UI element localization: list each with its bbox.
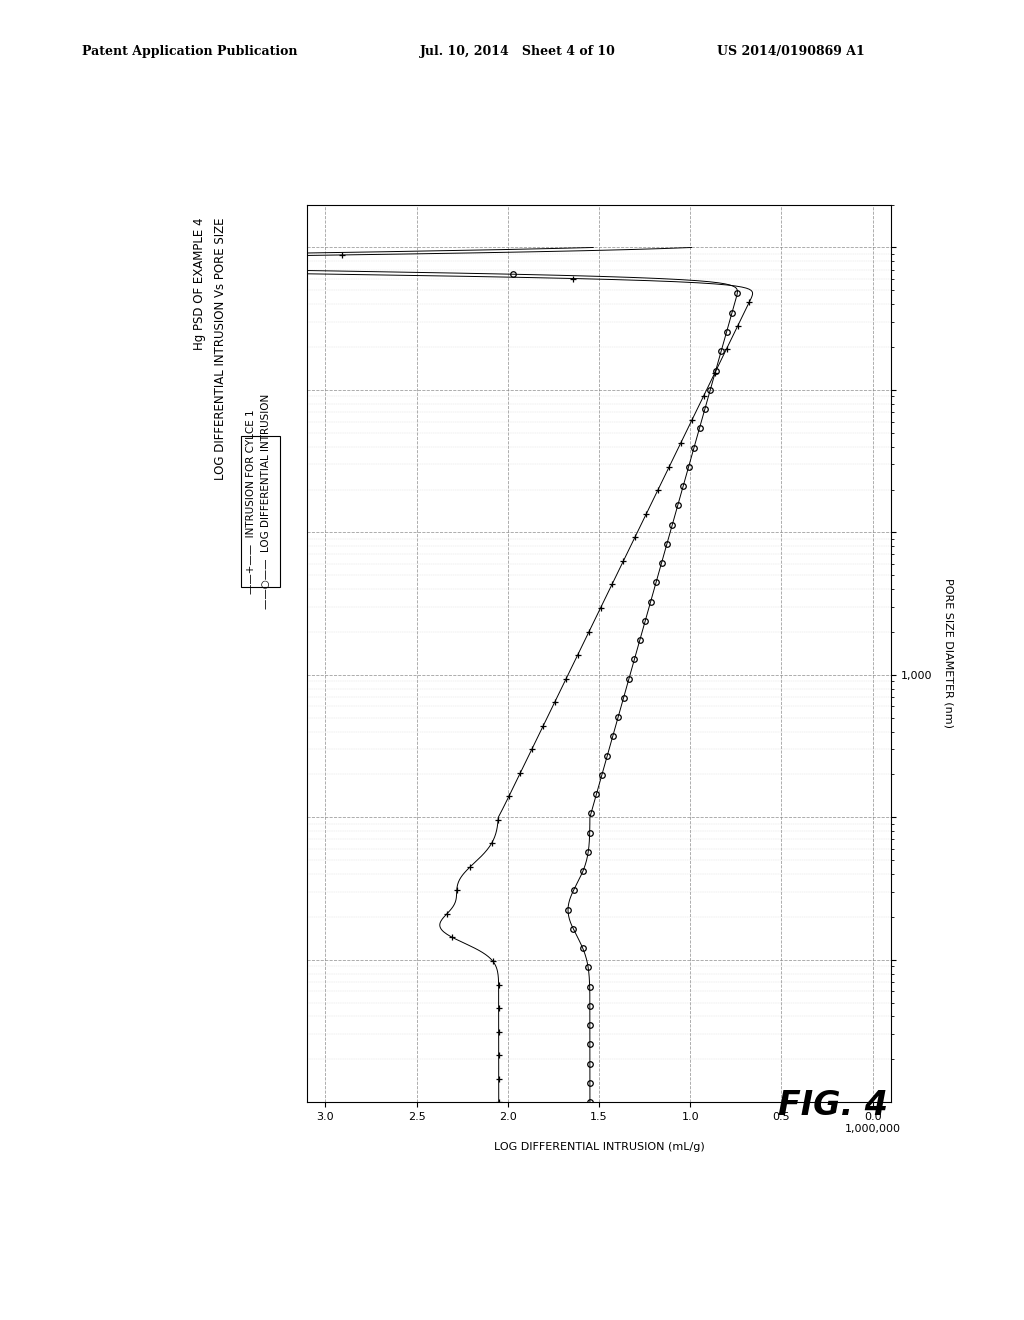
X-axis label: LOG DIFFERENTIAL INTRUSION (mL/g): LOG DIFFERENTIAL INTRUSION (mL/g) xyxy=(494,1142,705,1152)
Text: LOG DIFFERENTIAL INTRUSION Vs PORE SIZE: LOG DIFFERENTIAL INTRUSION Vs PORE SIZE xyxy=(214,218,226,480)
Text: Jul. 10, 2014   Sheet 4 of 10: Jul. 10, 2014 Sheet 4 of 10 xyxy=(420,45,615,58)
Text: Hg PSD OF EXAMPLE 4: Hg PSD OF EXAMPLE 4 xyxy=(194,218,206,350)
Y-axis label: PORE SIZE DIAMETER (nm): PORE SIZE DIAMETER (nm) xyxy=(943,578,953,729)
Text: Patent Application Publication: Patent Application Publication xyxy=(82,45,297,58)
Text: ——○——  LOG DIFFERENTIAL INTRUSION: ——○—— LOG DIFFERENTIAL INTRUSION xyxy=(261,393,271,610)
Text: FIG. 4: FIG. 4 xyxy=(778,1089,888,1122)
Text: ——+——  INTRUSION FOR CYLCE 1: ——+—— INTRUSION FOR CYLCE 1 xyxy=(246,409,256,594)
Text: US 2014/0190869 A1: US 2014/0190869 A1 xyxy=(717,45,864,58)
